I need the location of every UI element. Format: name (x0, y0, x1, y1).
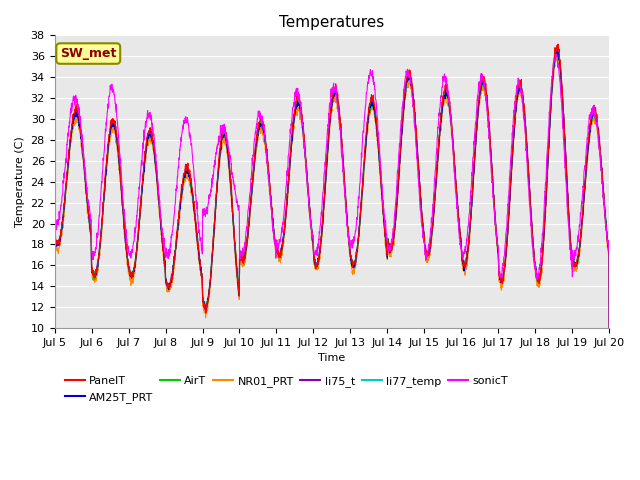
sonicT (51, 219, 58, 225)
sonicT (605, 430, 613, 435)
AM25T_PRT (605, 430, 613, 435)
li77_temp (348, 260, 356, 266)
PanelT (605, 430, 613, 435)
AirT (557, 69, 564, 75)
PanelT (554, 41, 562, 47)
sonicT (557, 87, 564, 93)
AirT (493, 238, 501, 243)
NR01_PRT (605, 430, 613, 435)
PanelT (360, 163, 368, 168)
li77_temp (493, 241, 501, 247)
NR01_PRT (493, 242, 501, 248)
li75_t (557, 68, 564, 74)
li75_t (348, 259, 356, 264)
NR01_PRT (572, 265, 580, 271)
AirT (205, 286, 213, 292)
Line: sonicT: sonicT (54, 54, 609, 432)
NR01_PRT (360, 168, 368, 174)
Line: li77_temp: li77_temp (54, 48, 609, 432)
PanelT (493, 235, 501, 241)
AirT (51, 235, 58, 241)
li75_t (51, 234, 58, 240)
Legend: PanelT, AM25T_PRT, AirT, NR01_PRT, li75_t, li77_temp, sonicT: PanelT, AM25T_PRT, AirT, NR01_PRT, li75_… (60, 372, 513, 407)
NR01_PRT (557, 72, 564, 78)
li75_t (605, 430, 613, 435)
NR01_PRT (205, 292, 213, 298)
PanelT (205, 288, 213, 294)
PanelT (51, 229, 58, 235)
Text: SW_met: SW_met (60, 47, 116, 60)
li77_temp (554, 45, 561, 50)
AirT (605, 430, 613, 435)
AM25T_PRT (51, 236, 58, 241)
Line: PanelT: PanelT (54, 44, 609, 432)
sonicT (572, 246, 580, 252)
AM25T_PRT (348, 263, 356, 268)
li77_temp (605, 430, 613, 435)
AirT (572, 261, 580, 267)
Line: AirT: AirT (54, 49, 609, 432)
AM25T_PRT (493, 238, 501, 244)
sonicT (552, 51, 559, 57)
sonicT (360, 120, 368, 126)
AM25T_PRT (572, 263, 580, 269)
Line: li75_t: li75_t (54, 48, 609, 432)
li77_temp (360, 162, 368, 168)
sonicT (493, 239, 501, 244)
sonicT (205, 196, 213, 202)
NR01_PRT (51, 241, 58, 247)
li75_t (205, 288, 213, 294)
li77_temp (572, 262, 580, 267)
Y-axis label: Temperature (C): Temperature (C) (15, 136, 25, 227)
sonicT (348, 243, 356, 249)
X-axis label: Time: Time (318, 353, 346, 363)
li75_t (360, 160, 368, 166)
AirT (553, 47, 561, 52)
li77_temp (51, 233, 58, 239)
AirT (360, 165, 368, 170)
li77_temp (205, 287, 213, 293)
NR01_PRT (348, 264, 356, 269)
PanelT (557, 65, 564, 71)
AirT (348, 256, 356, 262)
Title: Temperatures: Temperatures (279, 15, 385, 30)
li75_t (493, 239, 501, 245)
NR01_PRT (554, 52, 561, 58)
AM25T_PRT (557, 71, 564, 77)
AM25T_PRT (205, 288, 213, 294)
li75_t (553, 46, 561, 51)
li77_temp (557, 67, 564, 72)
Line: AM25T_PRT: AM25T_PRT (54, 48, 609, 432)
PanelT (572, 262, 580, 268)
Line: NR01_PRT: NR01_PRT (54, 55, 609, 432)
li75_t (572, 261, 580, 266)
PanelT (348, 259, 356, 265)
AM25T_PRT (360, 164, 368, 169)
AM25T_PRT (553, 45, 561, 51)
